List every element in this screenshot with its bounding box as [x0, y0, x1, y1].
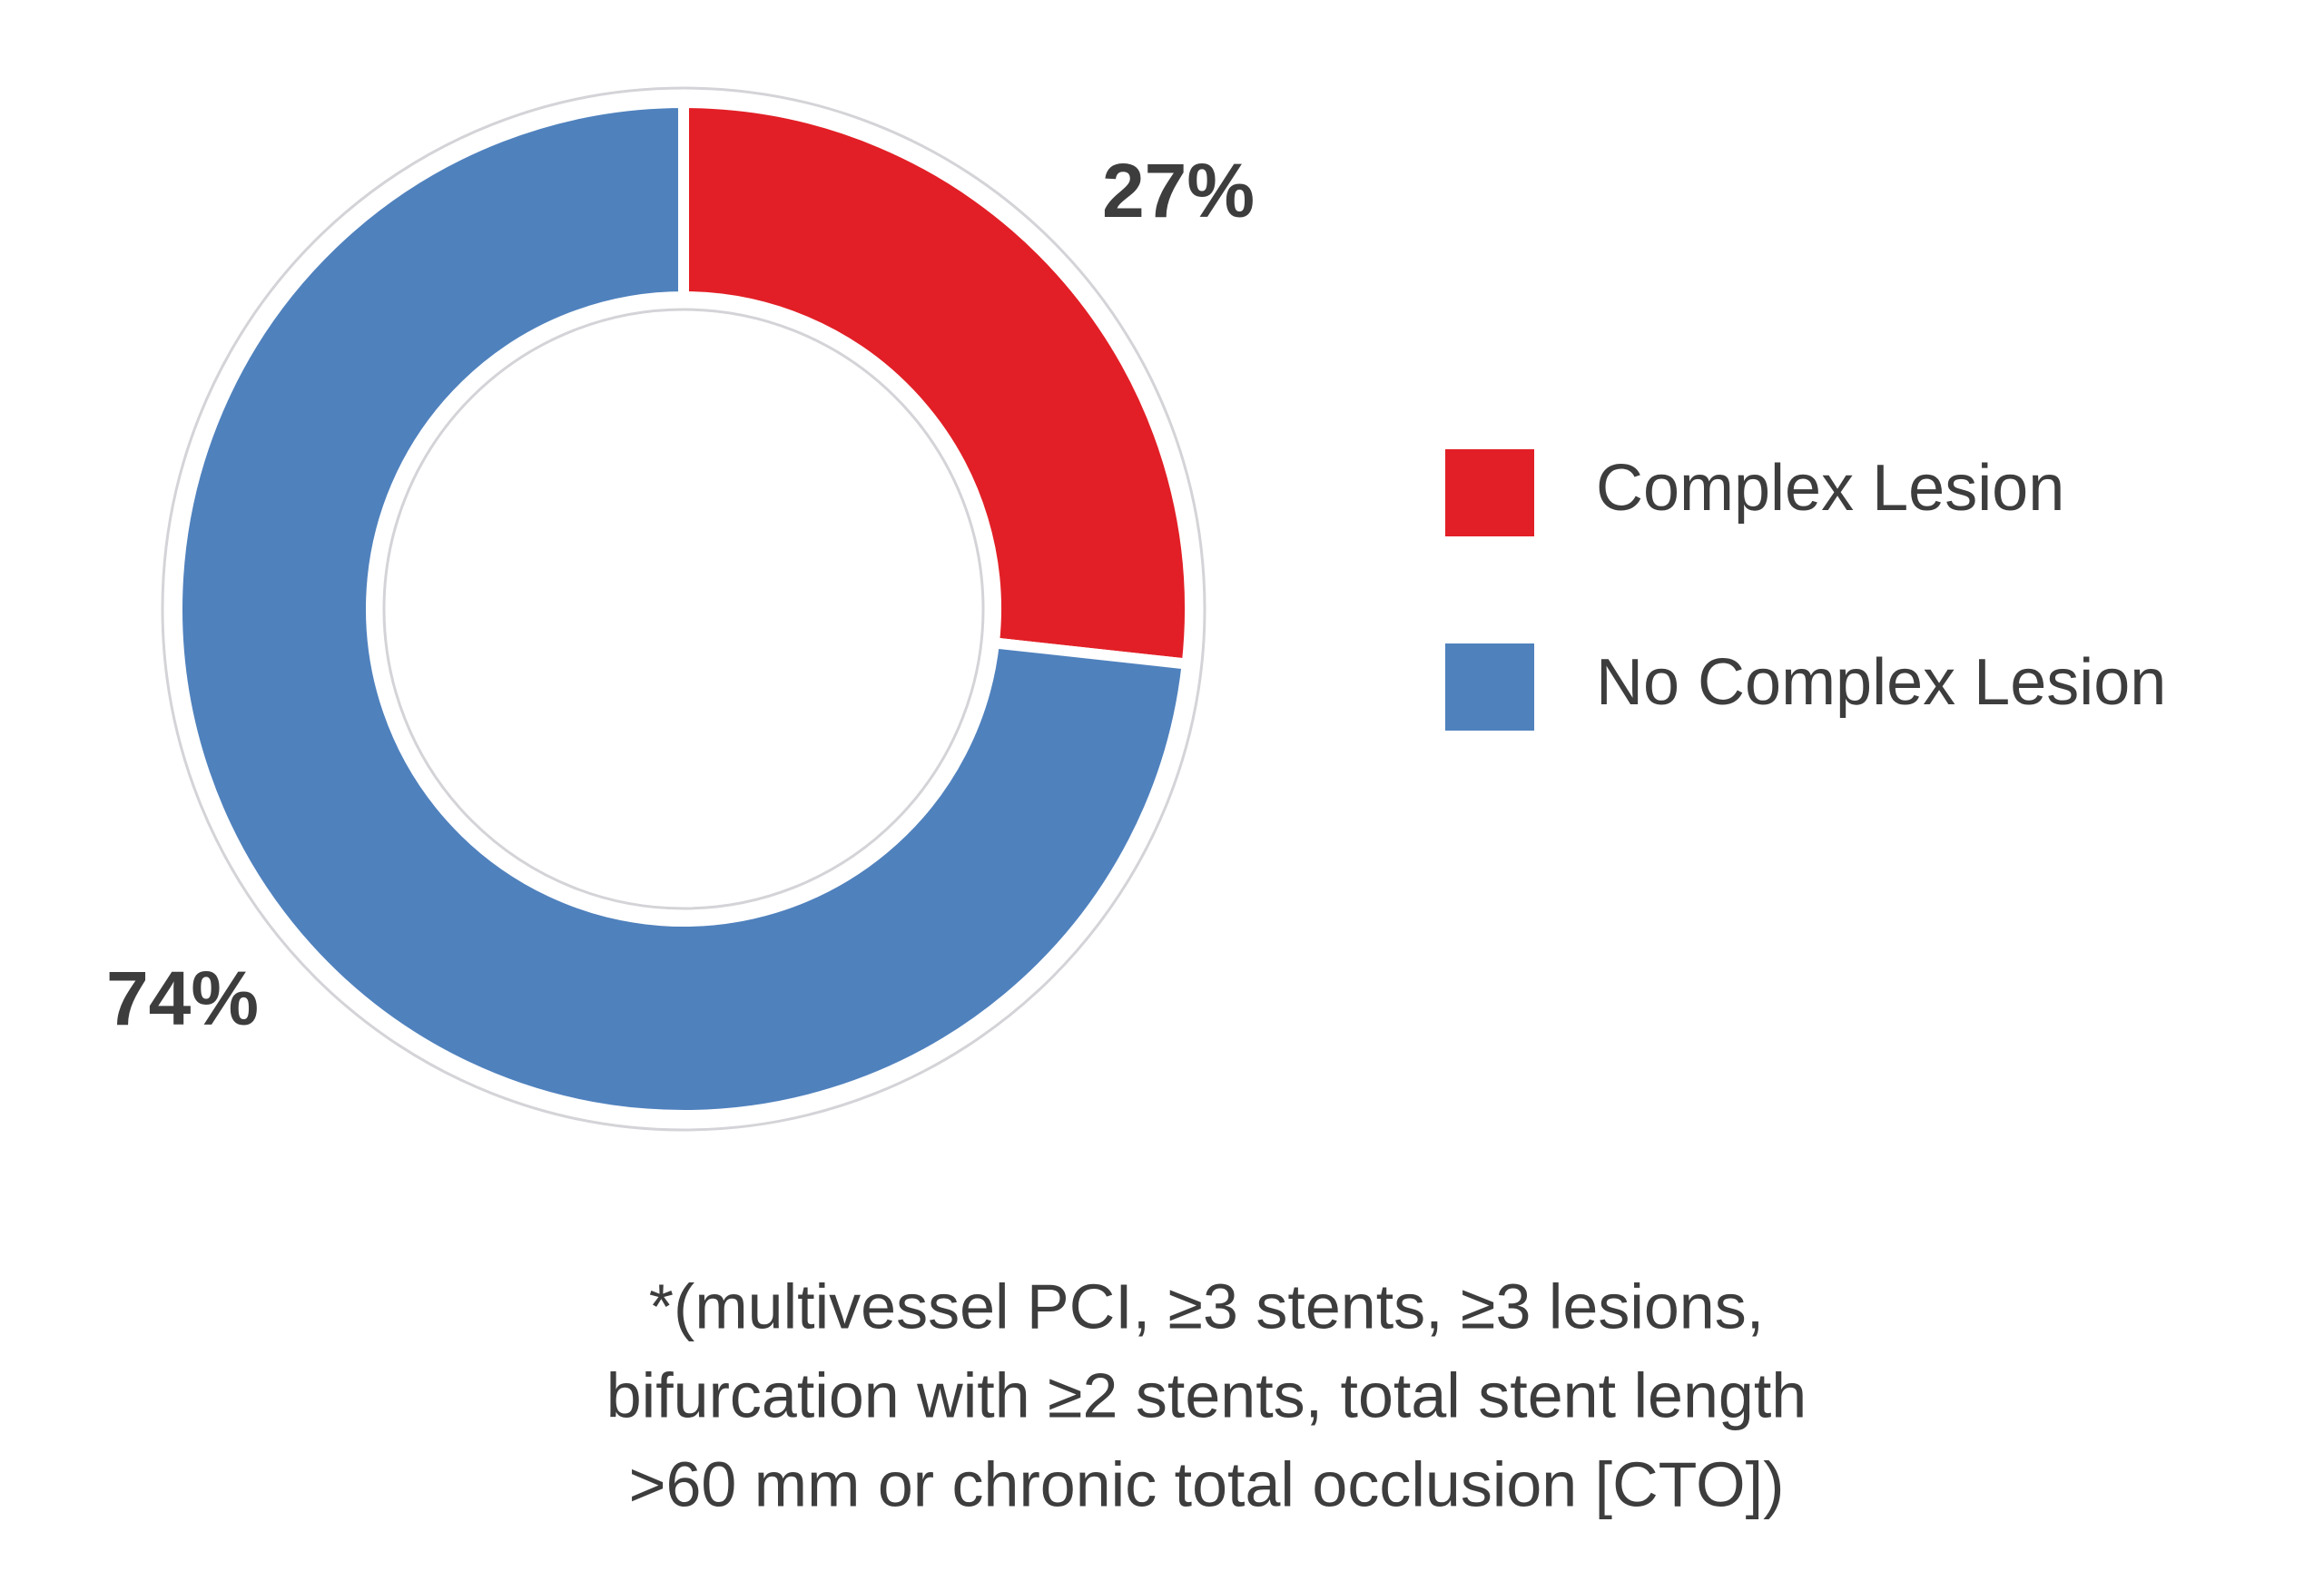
legend-swatch — [1445, 643, 1534, 731]
legend-swatch — [1445, 449, 1534, 536]
footnote: bifurcation with ≥2 stents, total stent … — [606, 1360, 1807, 1430]
legend-label: No Complex Lesion — [1596, 646, 2166, 719]
legend-label: Complex Lesion — [1596, 452, 2064, 525]
donut-segment — [678, 96, 1196, 671]
value-label: 74% — [106, 956, 259, 1041]
outer-ring — [161, 86, 1206, 1132]
inner-ring — [382, 308, 985, 910]
donut-segment — [172, 96, 1194, 1121]
value-label: 27% — [1102, 148, 1255, 233]
footnote: >60 mm or chronic total occlusion [CTO]) — [629, 1448, 1785, 1519]
footnote: *(multivessel PCI, ≥3 stents, ≥3 lesions… — [649, 1271, 1764, 1341]
